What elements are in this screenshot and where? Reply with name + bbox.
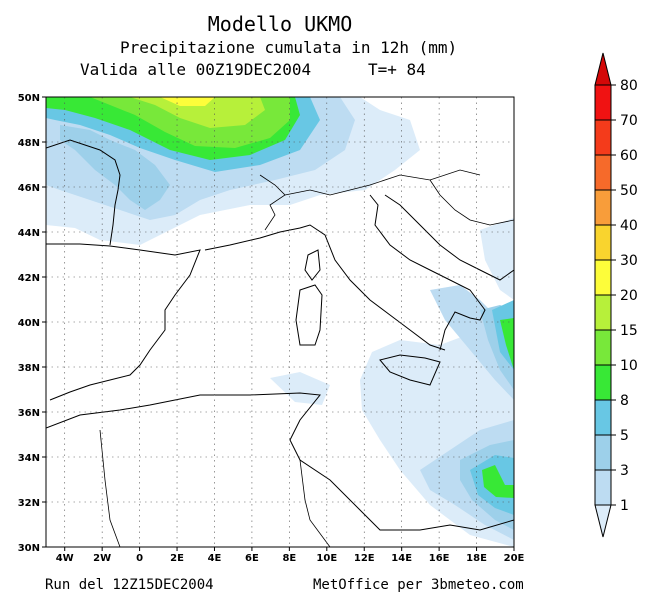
colorbar-label: 50 — [620, 183, 638, 199]
colorbar-label: 8 — [620, 393, 629, 409]
lon-tick-label: 20E — [504, 553, 525, 564]
lat-tick-label: 42N — [18, 273, 40, 284]
colorbar-segment — [594, 469, 612, 506]
colorbar-label: 3 — [620, 463, 629, 479]
lon-tick-label: 12E — [354, 553, 375, 564]
colorbar-label: 40 — [620, 218, 638, 234]
lat-tick-label: 46N — [18, 183, 40, 194]
lon-tick-label: 6E — [245, 553, 259, 564]
coastline-corsica — [304, 249, 321, 281]
colorbar-segment — [594, 119, 612, 156]
lat-tick-label: 48N — [18, 138, 40, 149]
lat-tick-label: 30N — [18, 543, 40, 554]
coastline-north-africa — [46, 392, 514, 531]
border-alps — [284, 169, 481, 196]
border-tunisia-libya — [299, 459, 331, 547]
colorbar-label: 15 — [620, 323, 638, 339]
political-borders — [99, 169, 514, 547]
lon-tick-label: 4W — [56, 553, 74, 564]
chart-title: Modello UKMO — [207, 12, 353, 36]
colorbar-segment — [594, 434, 612, 471]
colorbar-label: 5 — [620, 428, 629, 444]
lon-tick-label: 2E — [170, 553, 184, 564]
colorbar-label: 70 — [620, 113, 638, 129]
chart-subtitle: Precipitazione cumulata in 12h (mm) — [120, 38, 458, 57]
precipitation-shading — [46, 97, 514, 547]
colorbar-segment — [594, 52, 612, 86]
precip-area-1mm — [270, 372, 330, 405]
lon-tick-label: 18E — [466, 553, 487, 564]
colorbar-segment — [594, 329, 612, 366]
border-balkans — [429, 179, 514, 226]
credit-text: MetOffice per 3bmeteo.com — [313, 577, 524, 593]
colorbar-label: 10 — [620, 358, 638, 374]
colorbar-segment — [594, 364, 612, 401]
precip-area-10mm — [500, 318, 514, 370]
colorbar-segment — [594, 189, 612, 226]
coastline-iberia — [46, 243, 201, 401]
precip-area-30mm — [160, 97, 215, 106]
coastline-france-atlantic — [46, 139, 121, 246]
coastline-french-riviera — [204, 227, 301, 251]
run-info: Run del 12Z15DEC2004 — [45, 577, 214, 593]
lat-tick-label: 38N — [18, 363, 40, 374]
coastline-sardinia — [295, 284, 323, 346]
border-france-switzerland — [259, 174, 286, 231]
precip-area-1mm — [480, 218, 514, 300]
coastline-italy-east — [369, 194, 486, 351]
colorbar-segment — [594, 259, 612, 296]
coastline-sicily — [379, 354, 441, 386]
lat-tick-label: 40N — [18, 318, 40, 329]
colorbar-segment — [594, 504, 612, 538]
colorbar-label: 60 — [620, 148, 638, 164]
lat-tick-label: 36N — [18, 408, 40, 419]
colorbar-label: 30 — [620, 253, 638, 269]
lat-tick-label: 50N — [18, 93, 40, 104]
colorbar-label: 20 — [620, 288, 638, 304]
lon-tick-label: 16E — [429, 553, 450, 564]
colorbar-segment — [594, 224, 612, 261]
precipitation-colorbar: 1 3 5 8 10 15 20 30 40 50 60 70 80 — [594, 52, 638, 538]
precip-area-10mm — [482, 465, 514, 498]
axis-ticks: 4W 2W 0 2E 4E 6E 8E 10E 12E 14E 16E 18E 20E 30N 32N 34N… — [18, 93, 525, 564]
precip-area-20mm — [130, 97, 265, 128]
colorbar-segment — [594, 294, 612, 331]
lon-tick-label: 2W — [93, 553, 111, 564]
colorbar-label: 80 — [620, 78, 638, 94]
border-north-africa — [99, 429, 121, 547]
colorbar-segment — [594, 154, 612, 191]
lon-tick-label: 10E — [316, 553, 337, 564]
validity-time: Valida alle 00Z19DEC2004 — [80, 60, 312, 79]
colorbar-segment — [594, 84, 612, 121]
forecast-step: T=+ 84 — [368, 60, 426, 79]
lon-tick-label: 14E — [391, 553, 412, 564]
lon-tick-label: 8E — [282, 553, 296, 564]
coastline-italy-west — [299, 224, 446, 351]
lat-tick-label: 32N — [18, 498, 40, 509]
coastline-adriatic-balkans — [384, 194, 514, 281]
lon-tick-label: 0 — [136, 553, 143, 564]
lat-tick-label: 34N — [18, 453, 40, 464]
colorbar-label: 1 — [620, 498, 629, 514]
lat-tick-label: 44N — [18, 228, 40, 239]
lon-tick-label: 4E — [208, 553, 222, 564]
coastlines — [46, 139, 514, 531]
colorbar-segment — [594, 399, 612, 436]
